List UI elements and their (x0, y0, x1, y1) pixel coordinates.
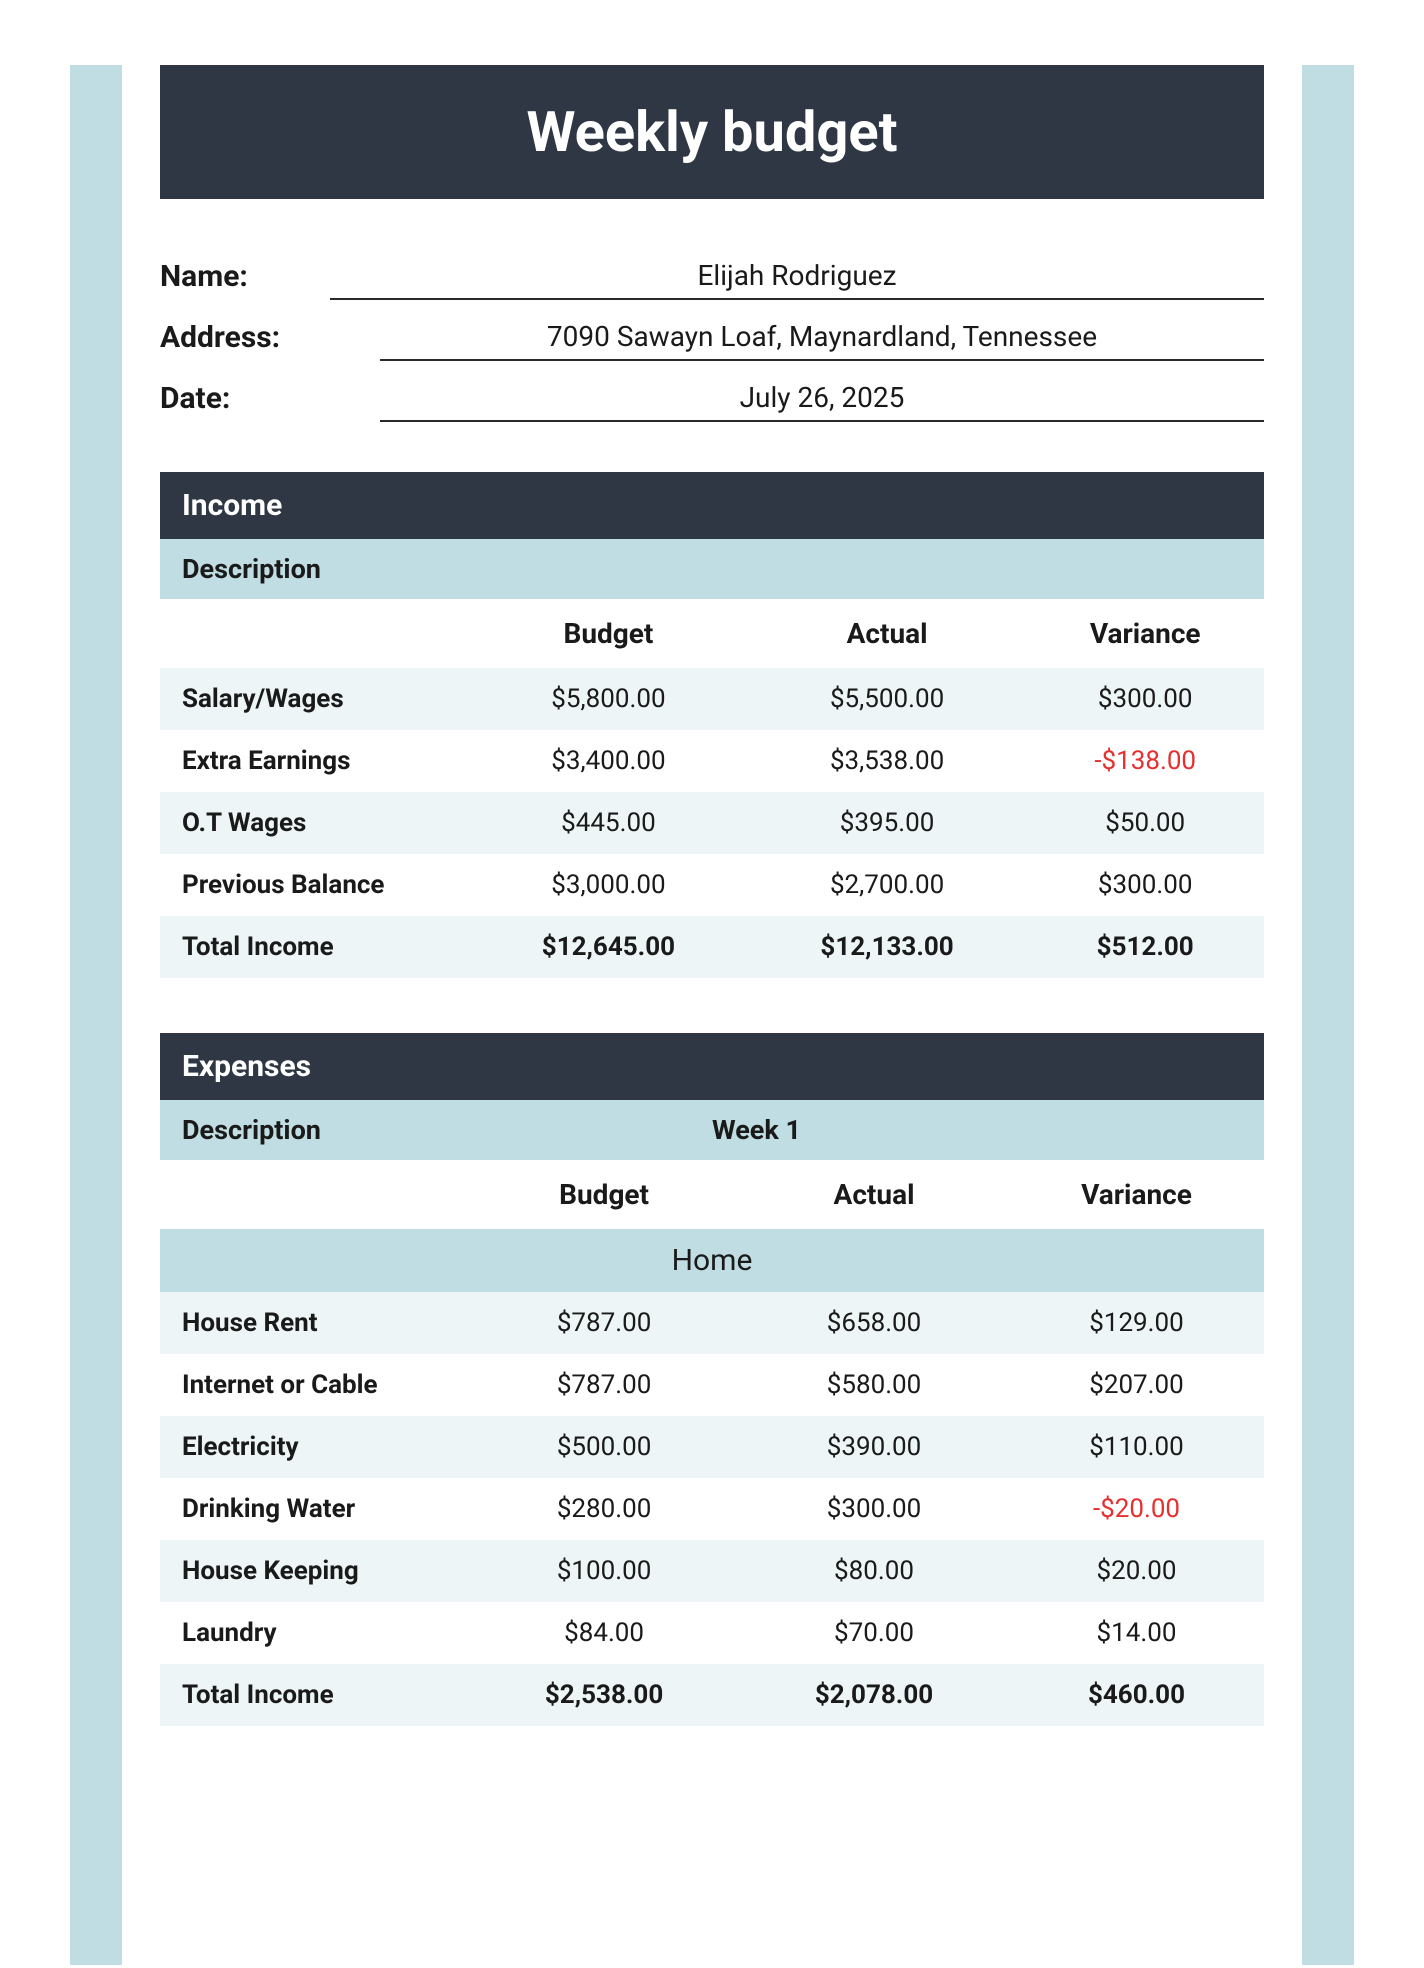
row-label: Previous Balance (160, 854, 469, 916)
row-actual: $395.00 (748, 792, 1027, 854)
row-actual: $300.00 (739, 1478, 1009, 1540)
row-budget: $84.00 (469, 1602, 739, 1664)
row-variance: $300.00 (1026, 854, 1264, 916)
row-variance: -$138.00 (1026, 730, 1264, 792)
table-row: O.T Wages$445.00$395.00$50.00 (160, 792, 1264, 854)
total-label: Total Income (160, 1664, 469, 1726)
table-row: House Rent$787.00$658.00$129.00 (160, 1292, 1264, 1354)
table-row: Previous Balance$3,000.00$2,700.00$300.0… (160, 854, 1264, 916)
total-row: Total Income$12,645.00$12,133.00$512.00 (160, 916, 1264, 978)
address-value: 7090 Sawayn Loaf, Maynardland, Tennessee (380, 320, 1264, 361)
row-variance: $20.00 (1009, 1540, 1264, 1602)
date-label: Date: (160, 381, 380, 422)
total-label: Total Income (160, 916, 469, 978)
row-variance: $300.00 (1026, 668, 1264, 730)
row-actual: $2,700.00 (748, 854, 1027, 916)
table-row: Extra Earnings$3,400.00$3,538.00-$138.00 (160, 730, 1264, 792)
row-variance: $50.00 (1026, 792, 1264, 854)
table-row: House Keeping$100.00$80.00$20.00 (160, 1540, 1264, 1602)
income-column-header-row: Budget Actual Variance (160, 599, 1264, 668)
income-col-empty (160, 599, 469, 668)
row-label: Internet or Cable (160, 1354, 469, 1416)
row-label: Extra Earnings (160, 730, 469, 792)
total-actual: $12,133.00 (748, 916, 1027, 978)
table-row: Internet or Cable$787.00$580.00$207.00 (160, 1354, 1264, 1416)
expenses-col-empty (160, 1160, 469, 1229)
row-actual: $580.00 (739, 1354, 1009, 1416)
address-label: Address: (160, 320, 380, 361)
row-actual: $80.00 (739, 1540, 1009, 1602)
income-col-budget: Budget (469, 599, 748, 668)
total-budget: $12,645.00 (469, 916, 748, 978)
info-row-date: Date: July 26, 2025 (160, 381, 1264, 422)
row-label: Electricity (160, 1416, 469, 1478)
income-description-label: Description (182, 553, 712, 585)
row-budget: $500.00 (469, 1416, 739, 1478)
row-budget: $280.00 (469, 1478, 739, 1540)
expenses-description-label: Description (182, 1114, 712, 1146)
row-label: House Rent (160, 1292, 469, 1354)
page-title: Weekly budget (160, 65, 1264, 199)
name-value: Elijah Rodriguez (330, 259, 1264, 300)
row-actual: $658.00 (739, 1292, 1009, 1354)
row-variance: -$20.00 (1009, 1478, 1264, 1540)
info-row-address: Address: 7090 Sawayn Loaf, Maynardland, … (160, 320, 1264, 361)
total-row: Total Income$2,538.00$2,078.00$460.00 (160, 1664, 1264, 1726)
expenses-col-variance: Variance (1009, 1160, 1264, 1229)
row-actual: $70.00 (739, 1602, 1009, 1664)
table-row: Laundry$84.00$70.00$14.00 (160, 1602, 1264, 1664)
row-variance: $110.00 (1009, 1416, 1264, 1478)
expenses-header: Expenses (160, 1033, 1264, 1100)
row-label: Salary/Wages (160, 668, 469, 730)
income-description-bar: Description (160, 539, 1264, 599)
row-variance: $129.00 (1009, 1292, 1264, 1354)
info-row-name: Name: Elijah Rodriguez (160, 259, 1264, 300)
row-budget: $787.00 (469, 1354, 739, 1416)
income-col-actual: Actual (748, 599, 1027, 668)
row-budget: $100.00 (469, 1540, 739, 1602)
total-budget: $2,538.00 (469, 1664, 739, 1726)
expenses-column-header-row: Budget Actual Variance (160, 1160, 1264, 1229)
row-budget: $445.00 (469, 792, 748, 854)
expenses-week-label: Week 1 (712, 1114, 1242, 1146)
page-container: Weekly budget Name: Elijah Rodriguez Add… (0, 65, 1424, 1841)
name-label: Name: (160, 259, 330, 300)
row-label: Drinking Water (160, 1478, 469, 1540)
total-variance: $512.00 (1026, 916, 1264, 978)
income-header: Income (160, 472, 1264, 539)
expenses-category-label: Home (160, 1229, 1264, 1292)
row-budget: $3,400.00 (469, 730, 748, 792)
income-table: Budget Actual Variance Salary/Wages$5,80… (160, 599, 1264, 978)
date-value: July 26, 2025 (380, 381, 1264, 422)
total-actual: $2,078.00 (739, 1664, 1009, 1726)
expenses-section: Expenses Description Week 1 Budget Actua… (160, 1033, 1264, 1726)
info-block: Name: Elijah Rodriguez Address: 7090 Saw… (160, 259, 1264, 422)
table-row: Electricity$500.00$390.00$110.00 (160, 1416, 1264, 1478)
row-label: House Keeping (160, 1540, 469, 1602)
income-section: Income Description Budget Actual Varianc… (160, 472, 1264, 978)
expenses-description-bar: Description Week 1 (160, 1100, 1264, 1160)
row-variance: $14.00 (1009, 1602, 1264, 1664)
expenses-col-budget: Budget (469, 1160, 739, 1229)
income-col-variance: Variance (1026, 599, 1264, 668)
row-actual: $390.00 (739, 1416, 1009, 1478)
total-variance: $460.00 (1009, 1664, 1264, 1726)
expenses-table: Budget Actual Variance HomeHouse Rent$78… (160, 1160, 1264, 1726)
expenses-category-row: Home (160, 1229, 1264, 1292)
row-budget: $5,800.00 (469, 668, 748, 730)
row-label: Laundry (160, 1602, 469, 1664)
table-row: Salary/Wages$5,800.00$5,500.00$300.00 (160, 668, 1264, 730)
row-actual: $3,538.00 (748, 730, 1027, 792)
row-budget: $787.00 (469, 1292, 739, 1354)
expenses-col-actual: Actual (739, 1160, 1009, 1229)
row-label: O.T Wages (160, 792, 469, 854)
table-row: Drinking Water$280.00$300.00-$20.00 (160, 1478, 1264, 1540)
row-budget: $3,000.00 (469, 854, 748, 916)
row-actual: $5,500.00 (748, 668, 1027, 730)
row-variance: $207.00 (1009, 1354, 1264, 1416)
